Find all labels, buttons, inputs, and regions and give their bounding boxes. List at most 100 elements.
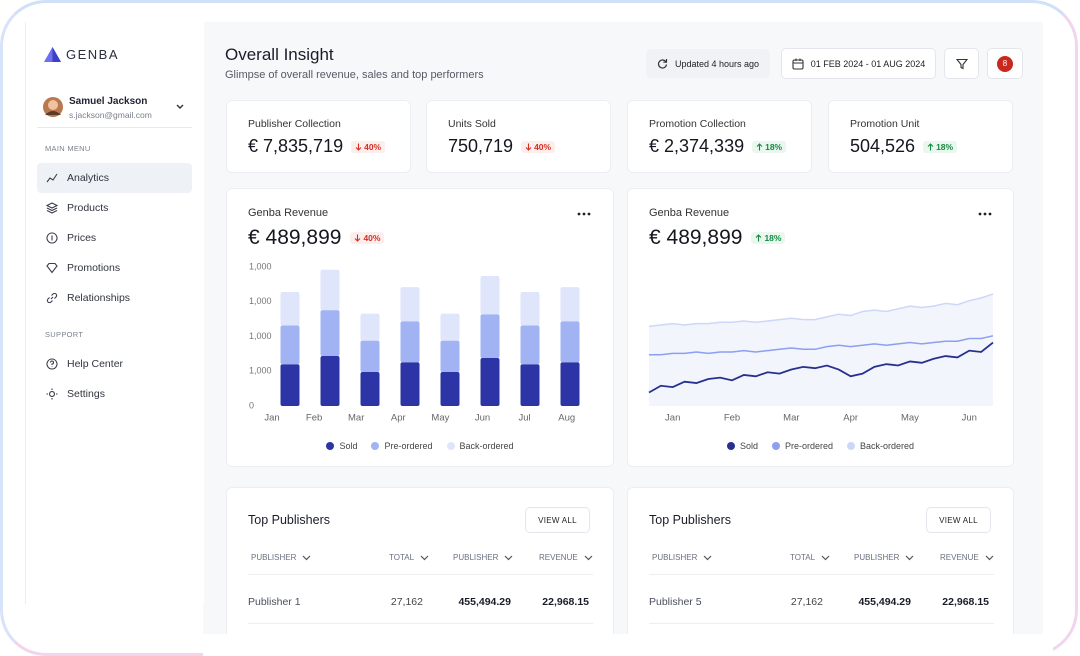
legend-label: Pre-ordered bbox=[784, 441, 833, 451]
legend-swatch bbox=[771, 442, 780, 450]
notifications-button[interactable]: 8 bbox=[987, 48, 1023, 79]
column-header[interactable]: TOTAL bbox=[389, 553, 429, 562]
x-tick-label: Jan bbox=[665, 413, 680, 424]
column-header[interactable]: PUBLISHER bbox=[854, 553, 914, 562]
menu-item[interactable]: Prices bbox=[37, 223, 192, 253]
x-tick-label: Apr bbox=[843, 413, 858, 424]
user-menu-toggle[interactable] bbox=[175, 102, 185, 112]
icon-path bbox=[46, 173, 58, 183]
change-text: 18% bbox=[764, 233, 782, 243]
arrow-path bbox=[355, 143, 362, 151]
bar-segment bbox=[560, 287, 580, 322]
legend-label: Back-ordered bbox=[459, 441, 514, 451]
menu-label: Relationships bbox=[67, 292, 131, 304]
dot bbox=[587, 212, 591, 216]
x-tick-label: Feb bbox=[306, 413, 322, 424]
kpi-row: € 7,835,719 40% bbox=[248, 136, 386, 157]
sort-icon bbox=[504, 555, 513, 560]
menu-label: Help Center bbox=[67, 358, 124, 370]
bar-segment bbox=[280, 292, 300, 326]
change-badge: 18% bbox=[751, 232, 786, 244]
menu-label: Prices bbox=[67, 232, 97, 244]
column-header[interactable]: PUBLISHER bbox=[453, 553, 513, 562]
arrow-path bbox=[756, 142, 763, 150]
legend-item[interactable]: Sold bbox=[726, 441, 758, 451]
menu-icon bbox=[46, 202, 58, 214]
x-tick-label: Feb bbox=[724, 413, 740, 424]
legend-item[interactable]: Sold bbox=[326, 441, 357, 451]
kpi-value: 750,719 bbox=[448, 136, 514, 156]
menu-item[interactable]: Relationships bbox=[37, 283, 192, 313]
bar-segment bbox=[520, 364, 540, 406]
divider bbox=[248, 574, 593, 575]
updated-status[interactable]: Updated 4 hours ago bbox=[646, 49, 770, 78]
legend-item[interactable]: Pre-ordered bbox=[771, 441, 833, 451]
bar-segment bbox=[320, 269, 340, 311]
menu-item[interactable]: Promotions bbox=[37, 253, 192, 283]
table-cell: 455,494.29 bbox=[858, 596, 911, 608]
kpi-card: Promotion Unit 504,526 18% bbox=[828, 100, 1013, 173]
column-header[interactable]: REVENUE bbox=[940, 553, 994, 562]
kpi-label: Units Sold bbox=[448, 118, 496, 130]
brand-name: GENBA bbox=[66, 47, 120, 62]
menu-icon bbox=[46, 358, 58, 370]
column-label: PUBLISHER bbox=[251, 553, 297, 562]
table-card: Top Publishers VIEW ALL PUBLISHER TOTAL PUBL… bbox=[627, 487, 1014, 647]
table-cell: Publisher 1 bbox=[248, 596, 301, 608]
arrow-path bbox=[525, 143, 532, 151]
table-title: Top Publishers bbox=[248, 513, 330, 527]
kpi-row: € 2,374,339 18% bbox=[649, 136, 787, 157]
column-header[interactable]: PUBLISHER bbox=[251, 553, 311, 562]
menu-item[interactable]: Help Center bbox=[37, 349, 192, 379]
legend-item[interactable]: Pre-ordered bbox=[371, 441, 433, 451]
filter-icon bbox=[955, 58, 968, 69]
x-tick-label: Jun bbox=[475, 413, 490, 424]
more-button[interactable] bbox=[978, 211, 992, 217]
legend-swatch bbox=[326, 442, 335, 450]
column-label: PUBLISHER bbox=[854, 553, 900, 562]
legend-item[interactable]: Back-ordered bbox=[847, 441, 914, 451]
bar-segment bbox=[360, 371, 380, 406]
bar-segment bbox=[320, 355, 340, 406]
menu-icon bbox=[46, 173, 58, 183]
x-tick-label: May bbox=[901, 413, 919, 424]
y-tick-label: 1,000 bbox=[249, 261, 272, 271]
filter-button[interactable] bbox=[944, 48, 979, 79]
chart-headline: € 489,899 bbox=[248, 226, 342, 249]
bar-segment bbox=[360, 340, 380, 372]
column-header[interactable]: REVENUE bbox=[539, 553, 593, 562]
bar-segment bbox=[320, 310, 340, 356]
sort-icon bbox=[985, 555, 994, 560]
y-tick-label: 0 bbox=[249, 400, 254, 410]
date-range-text: 01 FEB 2024 - 01 AUG 2024 bbox=[810, 58, 926, 69]
more-button[interactable] bbox=[577, 211, 591, 217]
column-label: PUBLISHER bbox=[652, 553, 698, 562]
legend-item[interactable]: Back-ordered bbox=[446, 441, 514, 451]
view-all-button[interactable]: VIEW ALL bbox=[926, 507, 991, 533]
column-header[interactable]: PUBLISHER bbox=[652, 553, 712, 562]
sidebar bbox=[25, 22, 204, 604]
sort-icon bbox=[302, 555, 311, 560]
column-header[interactable]: TOTAL bbox=[790, 553, 830, 562]
menu-label: Products bbox=[67, 202, 109, 214]
bar-segment bbox=[280, 364, 300, 406]
dot bbox=[577, 212, 581, 216]
chart-headline-row: € 489,899 40% bbox=[248, 226, 385, 250]
chart-card: Genba Revenue € 489,899 40% 0 1,000 1,000 1,00… bbox=[226, 188, 614, 467]
trend-arrow bbox=[756, 142, 763, 150]
menu-item[interactable]: Analytics bbox=[37, 163, 192, 193]
menu-item[interactable]: Settings bbox=[37, 379, 192, 409]
x-tick-label: May bbox=[431, 413, 449, 424]
icon-path bbox=[46, 232, 58, 244]
date-range-picker[interactable]: 01 FEB 2024 - 01 AUG 2024 bbox=[781, 48, 936, 79]
chevron bbox=[703, 555, 712, 560]
table-cell: Publisher 5 bbox=[649, 596, 702, 608]
chart-title: Genba Revenue bbox=[248, 207, 329, 219]
view-all-button[interactable]: VIEW ALL bbox=[525, 507, 590, 533]
menu-item[interactable]: Products bbox=[37, 193, 192, 223]
x-tick-label: Jul bbox=[519, 413, 531, 424]
column-label: TOTAL bbox=[389, 553, 415, 562]
kpi-label: Publisher Collection bbox=[248, 118, 341, 130]
legend: Sold Pre-ordered Back-ordered bbox=[628, 441, 1013, 451]
